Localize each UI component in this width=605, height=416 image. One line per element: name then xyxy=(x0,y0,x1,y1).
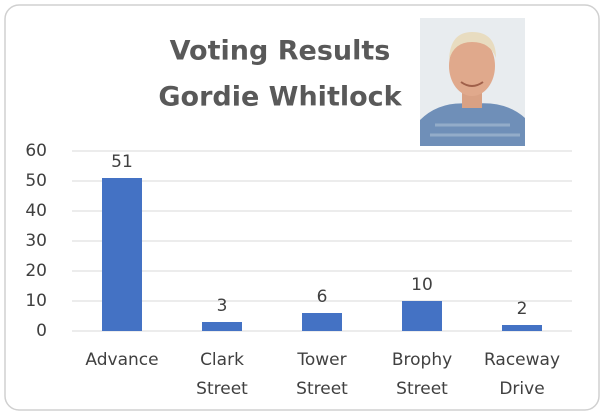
y-tick-label: 60 xyxy=(25,141,47,161)
bar xyxy=(202,322,242,331)
chart-subtitle: Gordie Whitlock xyxy=(158,82,402,113)
photo xyxy=(420,18,525,146)
bar xyxy=(302,313,342,331)
data-label: 10 xyxy=(411,275,433,295)
chart-title: Voting Results xyxy=(170,36,391,67)
y-tick-label: 20 xyxy=(25,261,47,281)
y-tick-label: 0 xyxy=(36,321,47,341)
y-tick-label: 50 xyxy=(25,171,47,191)
x-tick-label: Tower Street xyxy=(296,350,348,399)
bar xyxy=(502,325,542,331)
y-tick-label: 10 xyxy=(25,291,47,311)
x-tick-label: Clark Street xyxy=(196,350,248,399)
x-tick-label: Raceway Drive xyxy=(483,350,561,399)
data-label: 3 xyxy=(217,296,228,316)
x-tick-label: Advance xyxy=(85,350,159,370)
x-tick-label: Brophy Street xyxy=(391,350,453,399)
data-label: 51 xyxy=(111,152,133,172)
y-tick-label: 30 xyxy=(25,231,47,251)
bar xyxy=(402,301,442,331)
y-tick-label: 40 xyxy=(25,201,47,221)
data-label: 2 xyxy=(517,299,528,319)
bar xyxy=(102,178,142,331)
data-label: 6 xyxy=(317,287,328,307)
